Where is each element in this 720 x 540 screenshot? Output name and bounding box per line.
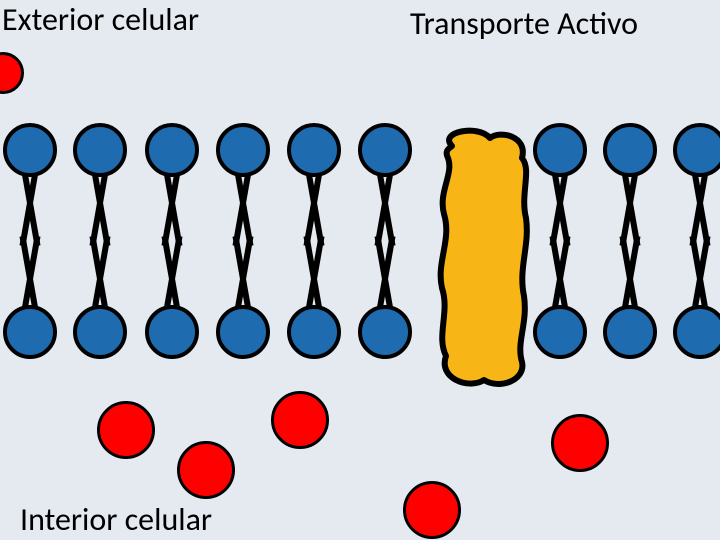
interior-label: Interior celular: [20, 500, 212, 539]
molecule: [271, 391, 329, 449]
lipid-head: [603, 123, 657, 177]
lipid-head: [73, 123, 127, 177]
lipid-head: [533, 123, 587, 177]
lipid-head: [3, 305, 57, 359]
exterior-label: Exterior celular: [2, 0, 199, 39]
molecule: [403, 481, 461, 539]
molecule: [177, 441, 235, 499]
lipid-head: [358, 123, 412, 177]
transport-protein: [430, 128, 536, 388]
lipid-head: [216, 123, 270, 177]
molecule: [551, 414, 609, 472]
molecule: [97, 401, 155, 459]
lipid-head: [287, 123, 341, 177]
lipid-head: [533, 305, 587, 359]
lipid-head: [3, 123, 57, 177]
diagram-canvas: [0, 0, 720, 540]
lipid-head: [145, 305, 199, 359]
lipid-head: [603, 305, 657, 359]
lipid-head: [73, 305, 127, 359]
lipid-head: [287, 305, 341, 359]
lipid-head: [358, 305, 412, 359]
lipid-head: [145, 123, 199, 177]
lipid-head: [216, 305, 270, 359]
lipid-head: [673, 305, 720, 359]
lipid-head: [673, 123, 720, 177]
title-label: Transporte Activo: [410, 4, 638, 43]
